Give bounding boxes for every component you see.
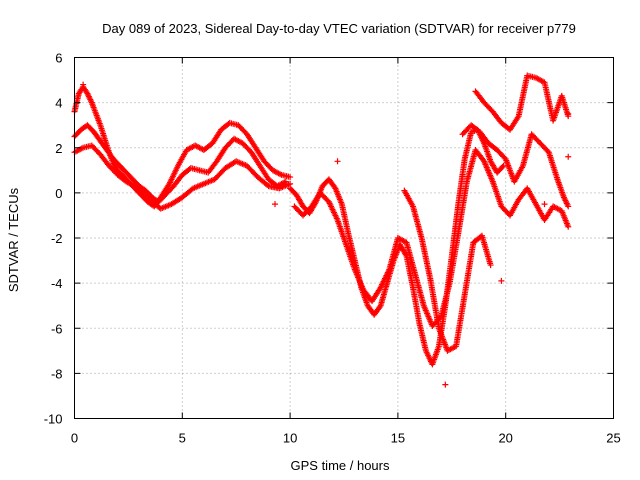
y-tick-label: -10 [44,412,63,427]
data-point-marker [487,262,494,269]
data-points [71,72,572,388]
data-point-marker [80,81,87,88]
data-point-marker [541,201,548,208]
data-point-marker [498,277,505,284]
y-tick-label: -8 [51,366,63,381]
y-tick-labels: -10 -8 -6 -4 -2 0 2 4 6 [44,51,63,427]
y-tick-label: 2 [55,141,62,156]
x-tick-label: 15 [391,431,405,446]
series-track-c [71,142,294,212]
data-point-marker [287,174,294,181]
data-point-marker [565,203,572,210]
chart-title: Day 089 of 2023, Sidereal Day-to-day VTE… [102,21,576,36]
series-track-e [291,147,572,329]
data-point-marker [442,381,449,388]
axis-ticks [74,57,614,419]
series-isolated-points [80,81,572,388]
x-tick-label: 0 [71,431,78,446]
x-tick-label: 10 [283,431,297,446]
x-tick-label: 20 [498,431,512,446]
data-point-marker [565,153,572,160]
y-tick-label: 0 [55,186,62,201]
data-point-marker [565,223,572,230]
y-tick-label: -4 [51,276,63,291]
x-tick-label: 25 [606,431,620,446]
data-point-marker [376,303,383,310]
y-tick-label: 6 [55,51,62,66]
x-tick-label: 5 [179,431,186,446]
data-point-marker [272,201,279,208]
x-axis-label: GPS time / hours [291,458,390,473]
y-tick-label: -6 [51,321,63,336]
series-track-h [401,187,494,354]
y-axis-label: SDTVAR / TECUs [6,187,21,292]
y-tick-label: 4 [55,96,62,111]
series-track-f [459,122,572,210]
series-track-g [472,72,572,133]
data-point-marker [565,110,572,117]
x-tick-labels: 0 5 10 15 20 25 [71,431,621,446]
y-tick-label: -2 [51,231,63,246]
data-point-marker [334,158,341,165]
data-point-marker [499,163,506,170]
